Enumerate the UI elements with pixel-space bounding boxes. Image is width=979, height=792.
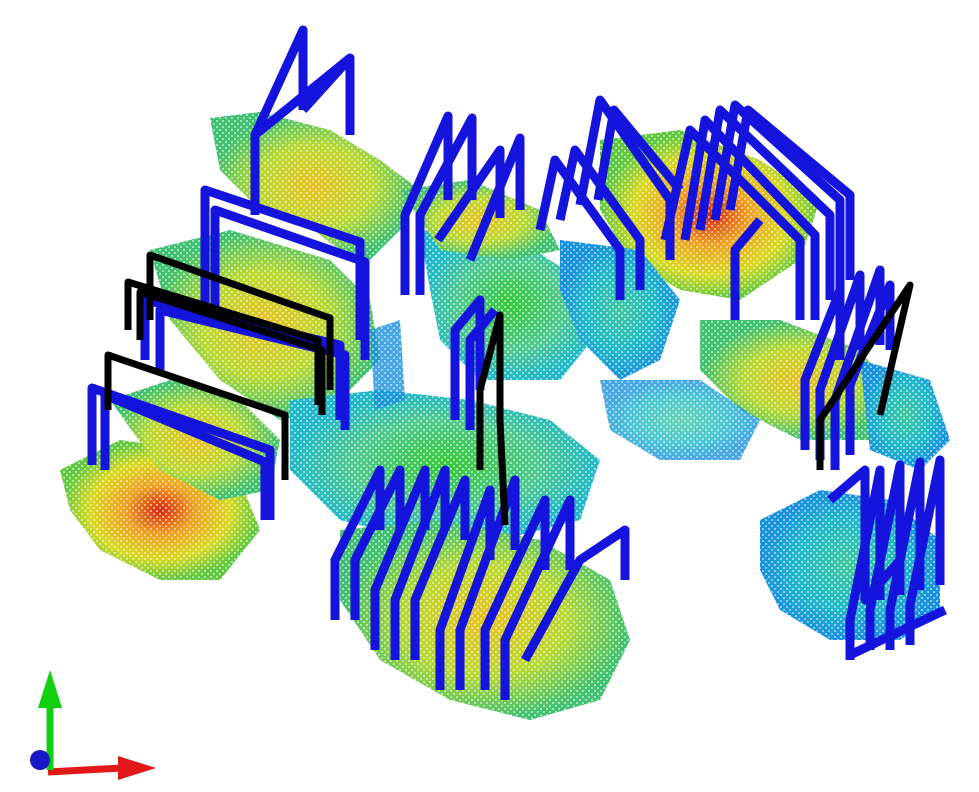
pose-frame: [210, 205, 370, 360]
pose-frame: [250, 25, 355, 215]
reference-pose-frames: [104, 251, 914, 526]
pose-frame: [87, 383, 275, 520]
pose-frame: [500, 495, 575, 700]
pose-frame: [465, 307, 499, 430]
pose-frame: [200, 185, 365, 340]
pose-frame: [415, 113, 477, 295]
pose-frame: [410, 475, 470, 660]
reference-frame: [816, 281, 914, 470]
pose-frame: [100, 390, 270, 520]
pose-frame: [845, 465, 885, 660]
x-axis-line: [47, 764, 123, 776]
pose-frame: [865, 460, 905, 650]
pose-frame: [848, 605, 947, 660]
reference-frame: [476, 311, 509, 526]
pose-frame: [521, 525, 630, 663]
y-axis-arrow: [38, 670, 62, 708]
reference-frame: [124, 278, 322, 405]
pose-frame: [350, 465, 405, 620]
pose-frame: [390, 465, 450, 660]
z-axis-dot: [30, 750, 50, 770]
pose-frame: [435, 485, 495, 690]
pose-frame: [725, 105, 855, 280]
reference-frame: [136, 288, 326, 415]
pose-frame: [535, 155, 625, 300]
pose-frame: [455, 475, 520, 690]
pose-frame: [555, 145, 645, 290]
pose-frame: [370, 465, 430, 650]
axes-indicator: [30, 670, 156, 780]
pose-frame: [695, 105, 835, 300]
pose-frame: [660, 125, 805, 320]
pose-frame: [465, 133, 525, 262]
x-axis-arrow: [118, 756, 156, 780]
pose-frame: [155, 305, 350, 430]
pose-frame: [480, 495, 550, 690]
pose-frame: [885, 457, 925, 650]
pose-frame: [680, 115, 820, 320]
estimated-pose-frames: [87, 25, 947, 700]
pose-frame: [730, 217, 764, 320]
reference-frame: [104, 351, 289, 480]
pose-frame: [450, 295, 485, 420]
pose-frame: [710, 100, 845, 290]
pose-frame: [593, 105, 684, 201]
